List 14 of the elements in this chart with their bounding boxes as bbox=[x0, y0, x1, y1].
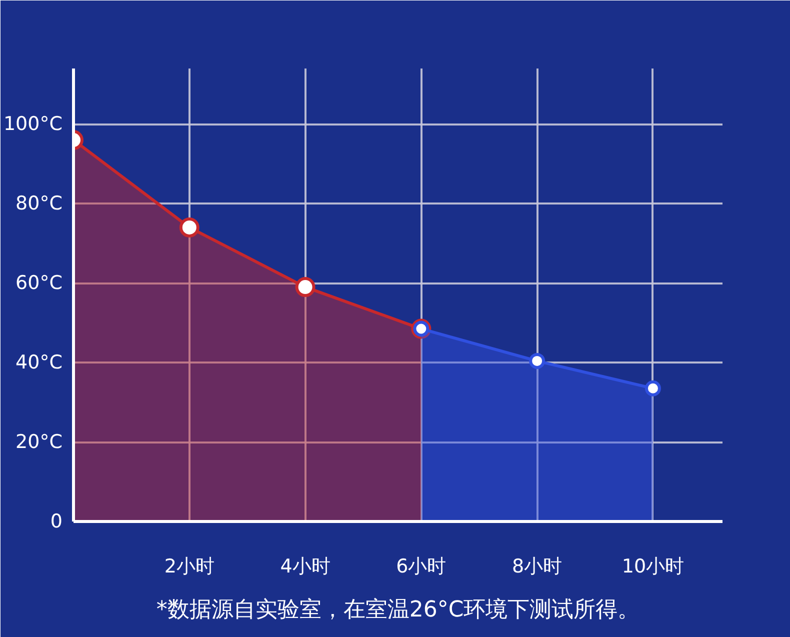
point bbox=[179, 217, 200, 238]
y-tick-label: 80°C bbox=[16, 192, 63, 215]
y-tick-label: 60°C bbox=[16, 272, 63, 294]
x-tick-label: 6小时 bbox=[396, 556, 446, 578]
y-tick-label: 20°C bbox=[16, 431, 63, 454]
y-tick-label: 0 bbox=[50, 510, 63, 532]
point bbox=[295, 277, 316, 298]
y-tick-label: 40°C bbox=[16, 352, 63, 374]
text: *数据源自实验室，在室温26°C环境下测试所得。 bbox=[156, 598, 640, 622]
x-tick-label: 10小时 bbox=[622, 556, 684, 578]
x-tick-label: 8小时 bbox=[512, 556, 562, 578]
y-tick-label: 100°C bbox=[3, 113, 63, 136]
x-tick-label: 2小时 bbox=[164, 556, 214, 578]
x-tick-label: 4小时 bbox=[280, 556, 330, 578]
